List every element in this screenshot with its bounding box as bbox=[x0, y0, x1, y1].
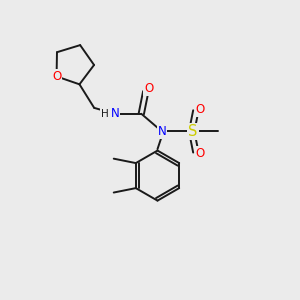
Text: O: O bbox=[144, 82, 153, 95]
Text: N: N bbox=[110, 107, 119, 120]
Text: O: O bbox=[196, 147, 205, 160]
Text: H: H bbox=[100, 109, 108, 119]
Text: O: O bbox=[196, 103, 205, 116]
Text: S: S bbox=[188, 124, 197, 139]
Text: N: N bbox=[158, 125, 166, 138]
Text: O: O bbox=[52, 70, 61, 83]
